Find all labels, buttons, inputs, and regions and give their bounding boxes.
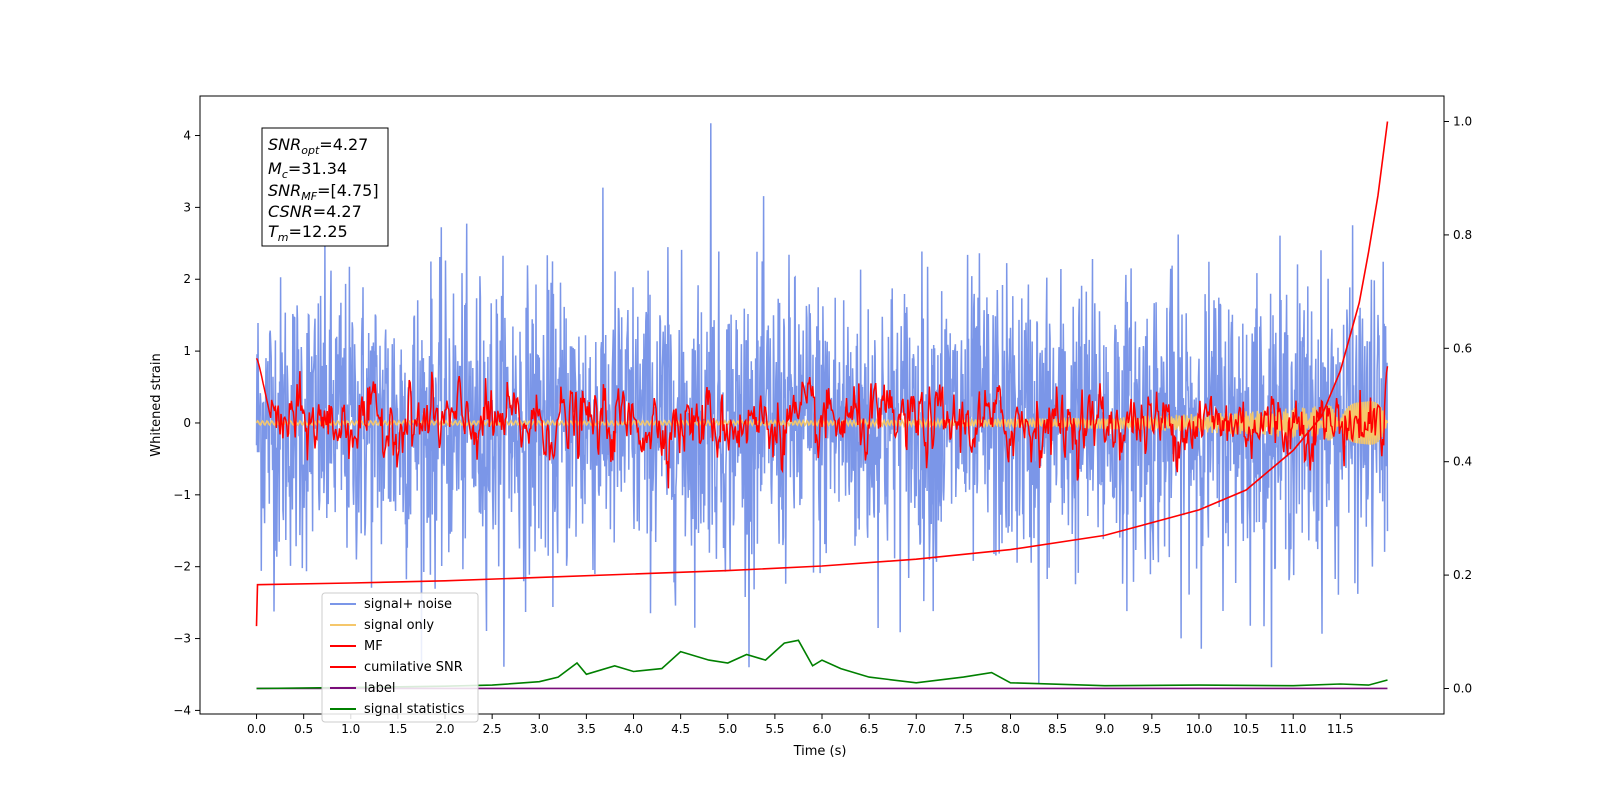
y-tick-label: 1 bbox=[183, 344, 191, 358]
y-tick-label: −1 bbox=[173, 488, 191, 502]
x-tick-label: 0.0 bbox=[247, 722, 266, 736]
annotation-mc: Mc=31.34 bbox=[268, 159, 347, 181]
annotation-box: SNRopt=4.27 Mc=31.34 SNRMF=[4.75] CSNR=4… bbox=[261, 127, 389, 247]
x-tick-label: 2.5 bbox=[483, 722, 502, 736]
y2-tick-label: 0.8 bbox=[1453, 228, 1472, 242]
legend-label-signal: signal only bbox=[364, 618, 434, 633]
series-signal-noise bbox=[255, 123, 1389, 684]
x-tick-label: 9.0 bbox=[1095, 722, 1114, 736]
x-tick-label: 2.0 bbox=[435, 722, 454, 736]
y2-axis: 1.0 0.8 0.6 0.4 0.2 0.0 bbox=[1444, 115, 1472, 695]
y-tick-label: 2 bbox=[183, 272, 191, 286]
legend: signal+ noise signal only MF cumilative … bbox=[321, 592, 479, 723]
x-tick-label: 11.0 bbox=[1280, 722, 1307, 736]
y-tick-label: 4 bbox=[183, 129, 191, 143]
y-tick-label: 3 bbox=[183, 200, 191, 214]
y2-tick-label: 0.6 bbox=[1453, 341, 1472, 355]
annotation-csnr-value: 4.27 bbox=[326, 202, 362, 221]
x-tick-label: 5.0 bbox=[718, 722, 737, 736]
legend-label-label: label bbox=[364, 681, 395, 696]
y2-tick-label: 0.2 bbox=[1453, 568, 1472, 582]
x-tick-label: 0.5 bbox=[294, 722, 313, 736]
y-tick-label: −4 bbox=[173, 703, 191, 717]
annotation-tm-value: 12.25 bbox=[302, 222, 348, 241]
x-tick-label: 5.5 bbox=[765, 722, 784, 736]
x-tick-label: 1.5 bbox=[388, 722, 407, 736]
legend-label-stats: signal statistics bbox=[364, 702, 465, 717]
x-tick-label: 10.0 bbox=[1186, 722, 1213, 736]
series-signal-statistics bbox=[256, 639, 1388, 690]
x-tick-label: 10.5 bbox=[1233, 722, 1260, 736]
annotation-snr-mf-value: [4.75] bbox=[330, 181, 378, 200]
legend-label-noise: signal+ noise bbox=[364, 597, 452, 612]
legend-label-mf: MF bbox=[364, 639, 383, 654]
y-tick-label: 0 bbox=[183, 416, 191, 430]
annotation-snr-opt-value: 4.27 bbox=[333, 135, 369, 154]
x-tick-label: 3.0 bbox=[530, 722, 549, 736]
annotation-snr-opt: SNRopt=4.27 bbox=[268, 135, 368, 157]
x-tick-label: 4.0 bbox=[624, 722, 643, 736]
x-tick-label: 6.0 bbox=[812, 722, 831, 736]
y-tick-label: −2 bbox=[173, 560, 191, 574]
series-mf bbox=[255, 357, 1389, 489]
x-tick-label: 9.5 bbox=[1142, 722, 1161, 736]
x-tick-label: 3.5 bbox=[577, 722, 596, 736]
x-tick-label: 7.5 bbox=[954, 722, 973, 736]
x-axis-label: Time (s) bbox=[793, 744, 847, 759]
x-tick-label: 1.0 bbox=[341, 722, 360, 736]
y-axis: 4 3 2 1 0 −1 −2 −3 −4 bbox=[173, 129, 200, 717]
x-tick-label: 7.0 bbox=[907, 722, 926, 736]
y2-tick-label: 1.0 bbox=[1453, 115, 1472, 129]
legend-label-csnr: cumilative SNR bbox=[364, 660, 463, 675]
annotation-csnr: CSNR=4.27 bbox=[268, 202, 362, 221]
x-tick-label: 8.5 bbox=[1048, 722, 1067, 736]
x-tick-label: 8.0 bbox=[1001, 722, 1020, 736]
x-tick-label: 11.5 bbox=[1327, 722, 1354, 736]
annotation-tm: Tm=12.25 bbox=[268, 222, 348, 244]
annotation-mc-value: 31.34 bbox=[301, 159, 347, 178]
y2-tick-label: 0.4 bbox=[1453, 455, 1472, 469]
y-axis-label: Whitened strain bbox=[149, 353, 164, 456]
x-tick-label: 4.5 bbox=[671, 722, 690, 736]
annotation-snr-mf: SNRMF=[4.75] bbox=[268, 181, 379, 203]
y-tick-label: −3 bbox=[173, 632, 191, 646]
x-tick-label: 6.5 bbox=[860, 722, 879, 736]
series-cumulative-snr bbox=[255, 121, 1389, 627]
y2-tick-label: 0.0 bbox=[1453, 681, 1472, 695]
x-axis: 0.0 0.5 1.0 1.5 2.0 2.5 3.0 3.5 4.0 4.5 5.0 5.5 6.0 6… bbox=[247, 714, 1354, 736]
